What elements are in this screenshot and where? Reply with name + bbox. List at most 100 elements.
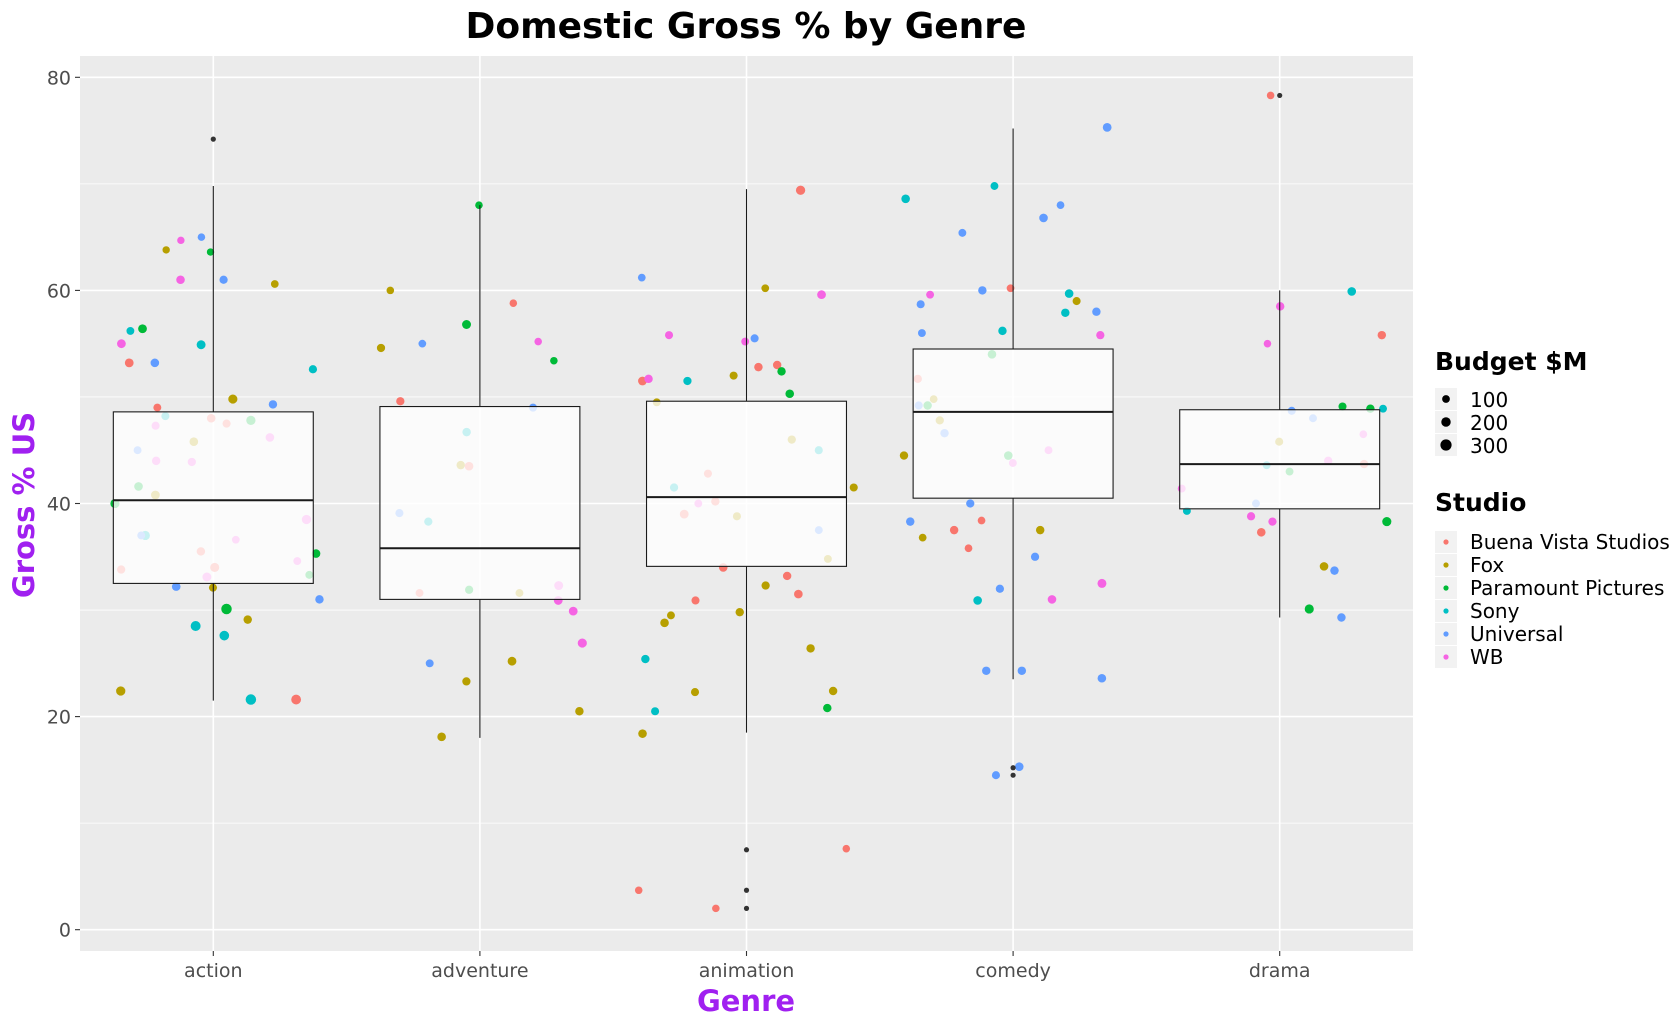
data-point <box>637 273 646 282</box>
data-point <box>437 732 446 742</box>
data-point <box>795 185 806 195</box>
y-tick-label: 20 <box>47 707 71 729</box>
data-point <box>918 533 927 542</box>
color-legend-label: Paramount Pictures <box>1470 576 1664 600</box>
data-point <box>153 403 162 412</box>
outlier-point <box>743 887 750 893</box>
x-tick-label: animation <box>699 960 795 982</box>
data-point <box>376 343 386 353</box>
data-point <box>949 525 959 535</box>
data-point <box>1319 562 1329 571</box>
color-legend-dot <box>1443 562 1449 568</box>
data-point <box>782 571 792 581</box>
color-legend-label: Fox <box>1470 553 1504 577</box>
data-point <box>1266 91 1275 100</box>
data-point <box>268 400 278 409</box>
box <box>379 405 581 600</box>
data-point <box>794 589 803 599</box>
data-point <box>660 618 669 628</box>
data-point <box>978 286 987 295</box>
color-legend-dot <box>1443 585 1449 591</box>
color-legend-dot <box>1443 608 1449 614</box>
box <box>645 400 848 567</box>
data-point <box>270 280 279 288</box>
data-point <box>243 615 252 624</box>
outlier-point <box>1010 772 1016 778</box>
data-point <box>1382 517 1392 527</box>
data-point <box>828 686 838 696</box>
data-point <box>817 290 826 300</box>
data-point <box>1030 552 1040 561</box>
data-point <box>982 666 991 675</box>
data-point <box>785 389 795 399</box>
data-point <box>117 339 126 349</box>
data-point <box>683 376 692 386</box>
data-point <box>462 320 472 329</box>
data-point <box>1072 297 1081 306</box>
color-legend-dot <box>1443 631 1449 637</box>
data-point <box>634 886 643 895</box>
data-point <box>176 275 185 285</box>
data-point <box>729 371 738 380</box>
data-point <box>1047 595 1057 604</box>
color-legend-label: Buena Vista Studios <box>1470 530 1670 554</box>
data-point <box>1347 287 1357 296</box>
data-point <box>1330 566 1339 575</box>
data-point <box>1304 604 1314 614</box>
data-point <box>206 248 215 256</box>
data-point <box>197 233 206 241</box>
color-legend-label: Universal <box>1470 622 1563 646</box>
data-point <box>995 584 1005 593</box>
color-legend-label: WB <box>1470 645 1504 669</box>
data-point <box>219 275 228 284</box>
data-point <box>1097 578 1107 588</box>
data-point <box>691 596 700 605</box>
data-point <box>1377 330 1387 340</box>
data-point <box>138 324 147 334</box>
y-tick-label: 60 <box>47 280 71 302</box>
color-legend-label: Sony <box>1470 599 1520 623</box>
data-point <box>735 607 744 617</box>
data-point <box>906 517 915 526</box>
data-point <box>991 771 1000 780</box>
data-point <box>761 581 770 590</box>
data-point <box>291 694 302 705</box>
data-point <box>712 904 720 913</box>
data-point <box>958 228 967 237</box>
data-point <box>750 334 759 343</box>
data-point <box>219 630 230 641</box>
data-point <box>162 246 170 254</box>
y-tick-label: 80 <box>47 67 71 89</box>
data-point <box>761 284 770 293</box>
data-point <box>221 603 232 615</box>
data-point <box>1056 201 1065 210</box>
data-point <box>116 686 126 696</box>
data-point <box>1061 308 1070 317</box>
data-point <box>899 451 909 460</box>
size-legend-label: 200 <box>1470 411 1508 435</box>
data-point <box>977 516 986 525</box>
data-point <box>386 286 395 295</box>
data-point <box>1064 289 1074 298</box>
data-point <box>916 300 925 309</box>
x-tick-label: action <box>184 960 242 982</box>
data-point <box>315 595 324 604</box>
data-point <box>418 339 427 348</box>
data-point <box>917 329 926 337</box>
data-point <box>311 549 321 558</box>
x-tick-label: comedy <box>975 960 1051 982</box>
data-point <box>690 688 700 697</box>
color-legend-dot <box>1443 539 1449 545</box>
data-point <box>966 499 975 508</box>
box <box>1179 409 1381 510</box>
data-point <box>177 236 185 245</box>
data-point <box>509 299 518 307</box>
data-point <box>998 326 1007 336</box>
data-point <box>1096 331 1105 340</box>
x-tick-label: adventure <box>431 960 528 982</box>
y-axis: 0 20 40 60 80 <box>47 67 80 942</box>
y-tick-label: 40 <box>47 494 71 516</box>
data-point <box>308 365 318 374</box>
